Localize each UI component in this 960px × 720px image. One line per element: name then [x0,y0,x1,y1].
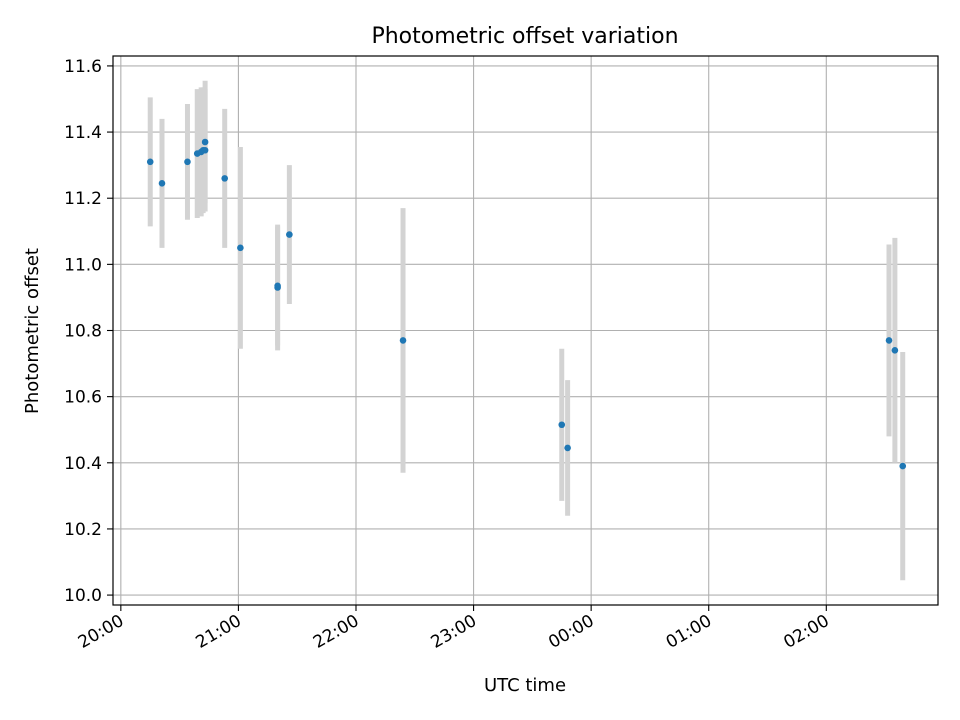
data-point [286,231,293,238]
chart-title: Photometric offset variation [371,24,678,49]
data-point [274,282,281,290]
y-tick-label: 10.2 [64,520,102,540]
data-points [146,138,907,470]
y-tick-label: 10.4 [64,454,102,474]
data-point [158,180,166,187]
data-point [146,158,154,166]
data-point [221,175,228,182]
data-point [558,421,566,429]
data-point [399,337,407,344]
y-tick-label: 11.4 [64,123,102,143]
data-point [201,146,209,154]
y-tick-label: 11.2 [64,189,102,209]
data-point [237,244,244,252]
y-axis-label: Photometric offset [22,248,43,414]
y-tick-label: 10.0 [64,586,102,606]
y-tick-label: 11.6 [64,57,102,77]
data-point [564,444,571,452]
data-point [201,138,209,146]
data-point [885,337,893,344]
y-tick-label: 10.6 [64,388,102,408]
y-tick-label: 11.0 [64,255,102,275]
data-point [891,347,899,354]
data-point [899,462,907,470]
y-tick-label: 10.8 [64,322,102,342]
data-point [184,158,191,166]
x-axis-label: UTC time [484,675,566,696]
